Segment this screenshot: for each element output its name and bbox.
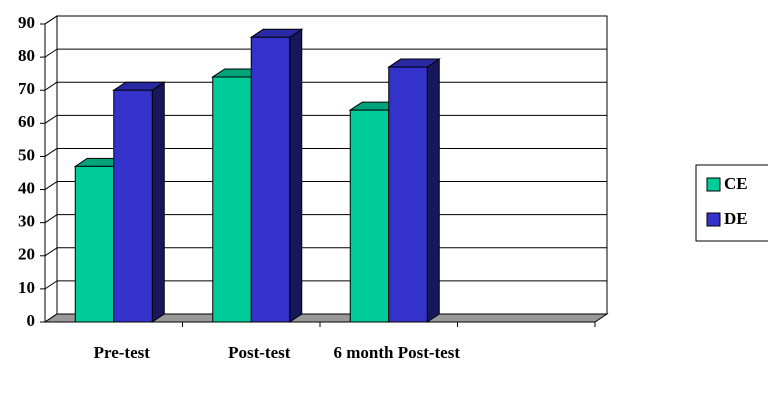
- bar: [349, 109, 390, 323]
- legend-swatch: [706, 177, 721, 192]
- bar: [388, 66, 428, 323]
- bar-side: [151, 81, 165, 323]
- x-tick-label: 6 month Post-test: [333, 343, 461, 362]
- grid-line: [44, 148, 58, 157]
- y-tick-label: 50: [18, 145, 35, 164]
- grid-line: [44, 214, 58, 224]
- grid-line: [44, 280, 58, 290]
- side-wall: [44, 15, 58, 323]
- y-tick-label: 10: [18, 278, 35, 297]
- y-tick-label: 80: [18, 46, 35, 65]
- grid-line: [44, 181, 58, 190]
- y-tick-label: 60: [18, 112, 35, 131]
- grid-line: [44, 15, 58, 25]
- grid-line: [44, 114, 58, 124]
- y-tick-label: 30: [18, 212, 35, 231]
- bar: [212, 76, 252, 323]
- legend-label: DE: [724, 209, 748, 228]
- legend-label: CE: [724, 174, 748, 193]
- grid-line: [44, 81, 58, 91]
- bar-side: [289, 28, 303, 323]
- y-tick-label: 70: [18, 79, 35, 98]
- legend-swatch: [706, 212, 721, 227]
- y-tick-label: 0: [27, 311, 36, 330]
- x-tick-label: Pre-test: [93, 343, 150, 362]
- y-tick-label: 40: [18, 178, 35, 197]
- y-tick-label: 20: [18, 245, 35, 264]
- grid-line: [44, 48, 58, 58]
- y-tick-label: 90: [18, 13, 35, 32]
- grid-line: [44, 247, 58, 257]
- x-tick-label: Post-test: [228, 343, 291, 362]
- bar: [250, 36, 291, 323]
- bar-side: [426, 58, 440, 323]
- bar: [113, 89, 153, 323]
- bar: [74, 165, 115, 323]
